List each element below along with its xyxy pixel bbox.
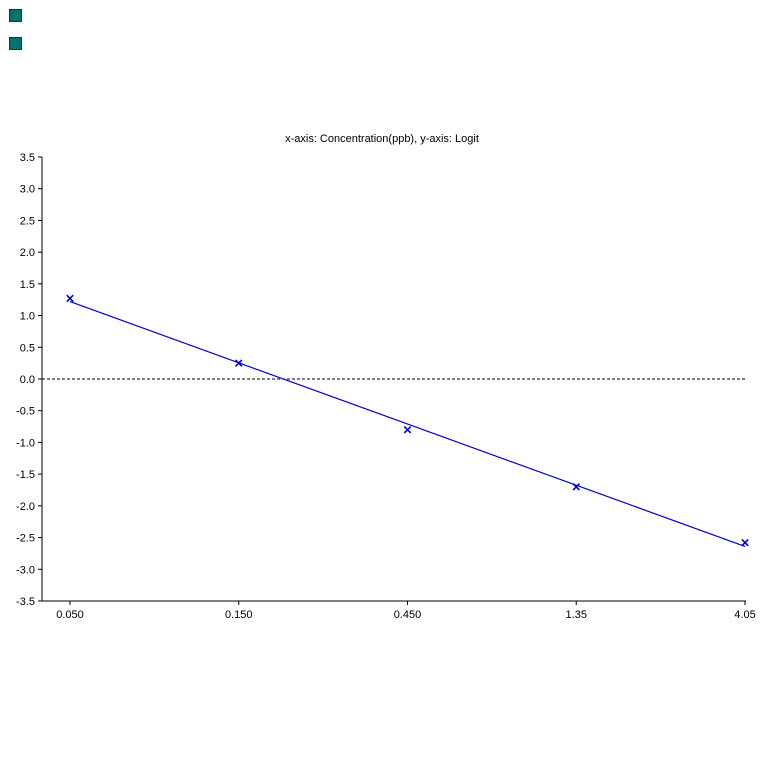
x-tick-label: 0.450 <box>394 609 422 621</box>
x-tick-label: 0.150 <box>225 609 253 621</box>
teal-app-icon-top[interactable] <box>9 9 22 22</box>
data-point-marker <box>403 425 412 434</box>
data-point-marker <box>741 538 749 547</box>
y-tick-label: -3.0 <box>16 564 35 576</box>
x-tick-label: 1.35 <box>566 609 587 621</box>
y-tick-label: 1.5 <box>20 279 35 291</box>
data-point-marker <box>66 294 74 303</box>
data-point-marker <box>572 483 581 491</box>
y-tick-label: -3.5 <box>16 596 35 608</box>
y-tick-label: -1.5 <box>16 469 35 481</box>
y-tick-label: -2.5 <box>16 533 35 545</box>
data-point-marker <box>234 359 243 367</box>
x-tick-label: 4.05 <box>734 609 755 621</box>
y-tick-label: 1.0 <box>20 311 35 323</box>
y-tick-label: 3.5 <box>20 152 35 164</box>
y-tick-label: -0.5 <box>16 406 35 418</box>
y-tick-label: 2.0 <box>20 247 35 259</box>
y-tick-label: -1.0 <box>16 437 35 449</box>
y-tick-label: 2.5 <box>20 215 35 227</box>
data-point-markers <box>66 294 749 547</box>
y-tick-label: -2.0 <box>16 501 35 513</box>
y-tick-label: 0.5 <box>20 342 35 354</box>
x-tick-label: 0.050 <box>56 609 84 621</box>
fit-line <box>69 301 746 548</box>
y-tick-label: 3.0 <box>20 184 35 196</box>
teal-app-icon-bottom[interactable] <box>9 37 22 50</box>
y-tick-label: 0.0 <box>20 374 35 386</box>
chart-title: x-axis: Concentration(ppb), y-axis: Logi… <box>285 133 479 145</box>
